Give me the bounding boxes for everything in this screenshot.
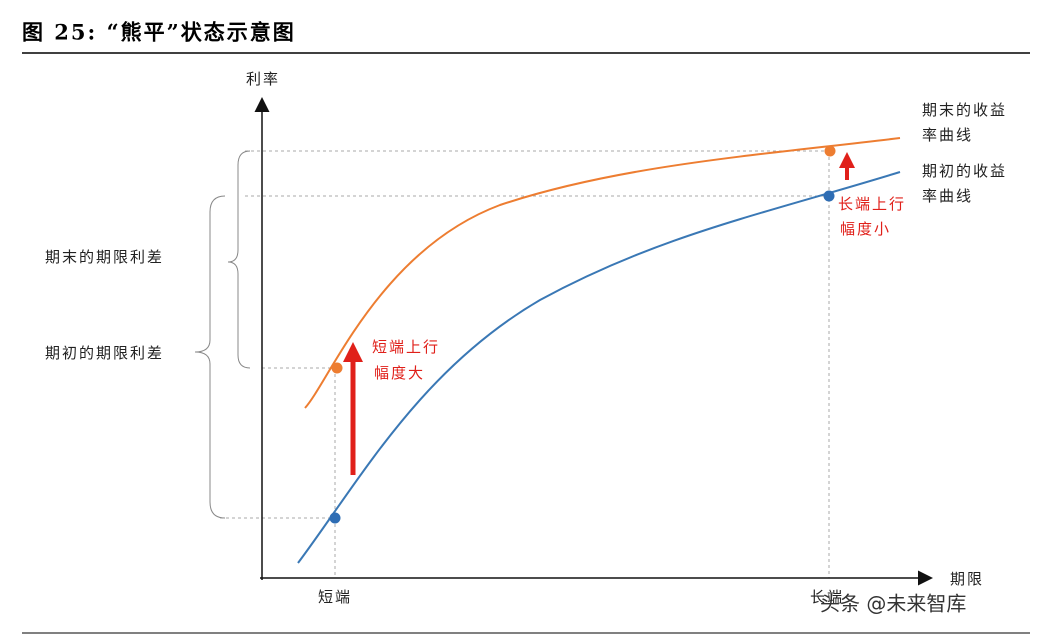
- spread-label: 期初的期限利差: [45, 344, 164, 362]
- curve-label: 率曲线: [922, 126, 973, 144]
- curve-label: 期初的收益: [922, 162, 1007, 180]
- annotation: 长端上行: [838, 195, 906, 213]
- annotation: 幅度大: [374, 364, 425, 382]
- point: [331, 362, 343, 374]
- guide-lines: [220, 150, 830, 578]
- point: [824, 145, 836, 157]
- short-end-label: 短端: [318, 588, 352, 606]
- point: [329, 512, 341, 524]
- watermark: 头条 @未来智库: [820, 592, 966, 616]
- long-end-label: 长端: [810, 588, 844, 606]
- annotation: 幅度小: [840, 220, 891, 238]
- start-curve: [297, 171, 901, 564]
- point: [823, 190, 835, 202]
- x-axis-label: 期限: [950, 570, 984, 588]
- brace-start: [194, 195, 226, 519]
- end-curve: [304, 137, 901, 409]
- annotation: 短端上行: [372, 338, 440, 356]
- curve-label: 期末的收益: [922, 101, 1007, 119]
- spread-label: 期末的期限利差: [45, 248, 164, 266]
- title: 图 25: “熊平”状态示意图: [22, 20, 296, 45]
- y-axis-label: 利率: [246, 70, 280, 88]
- brace-end: [227, 150, 251, 369]
- curve-label: 率曲线: [922, 187, 973, 205]
